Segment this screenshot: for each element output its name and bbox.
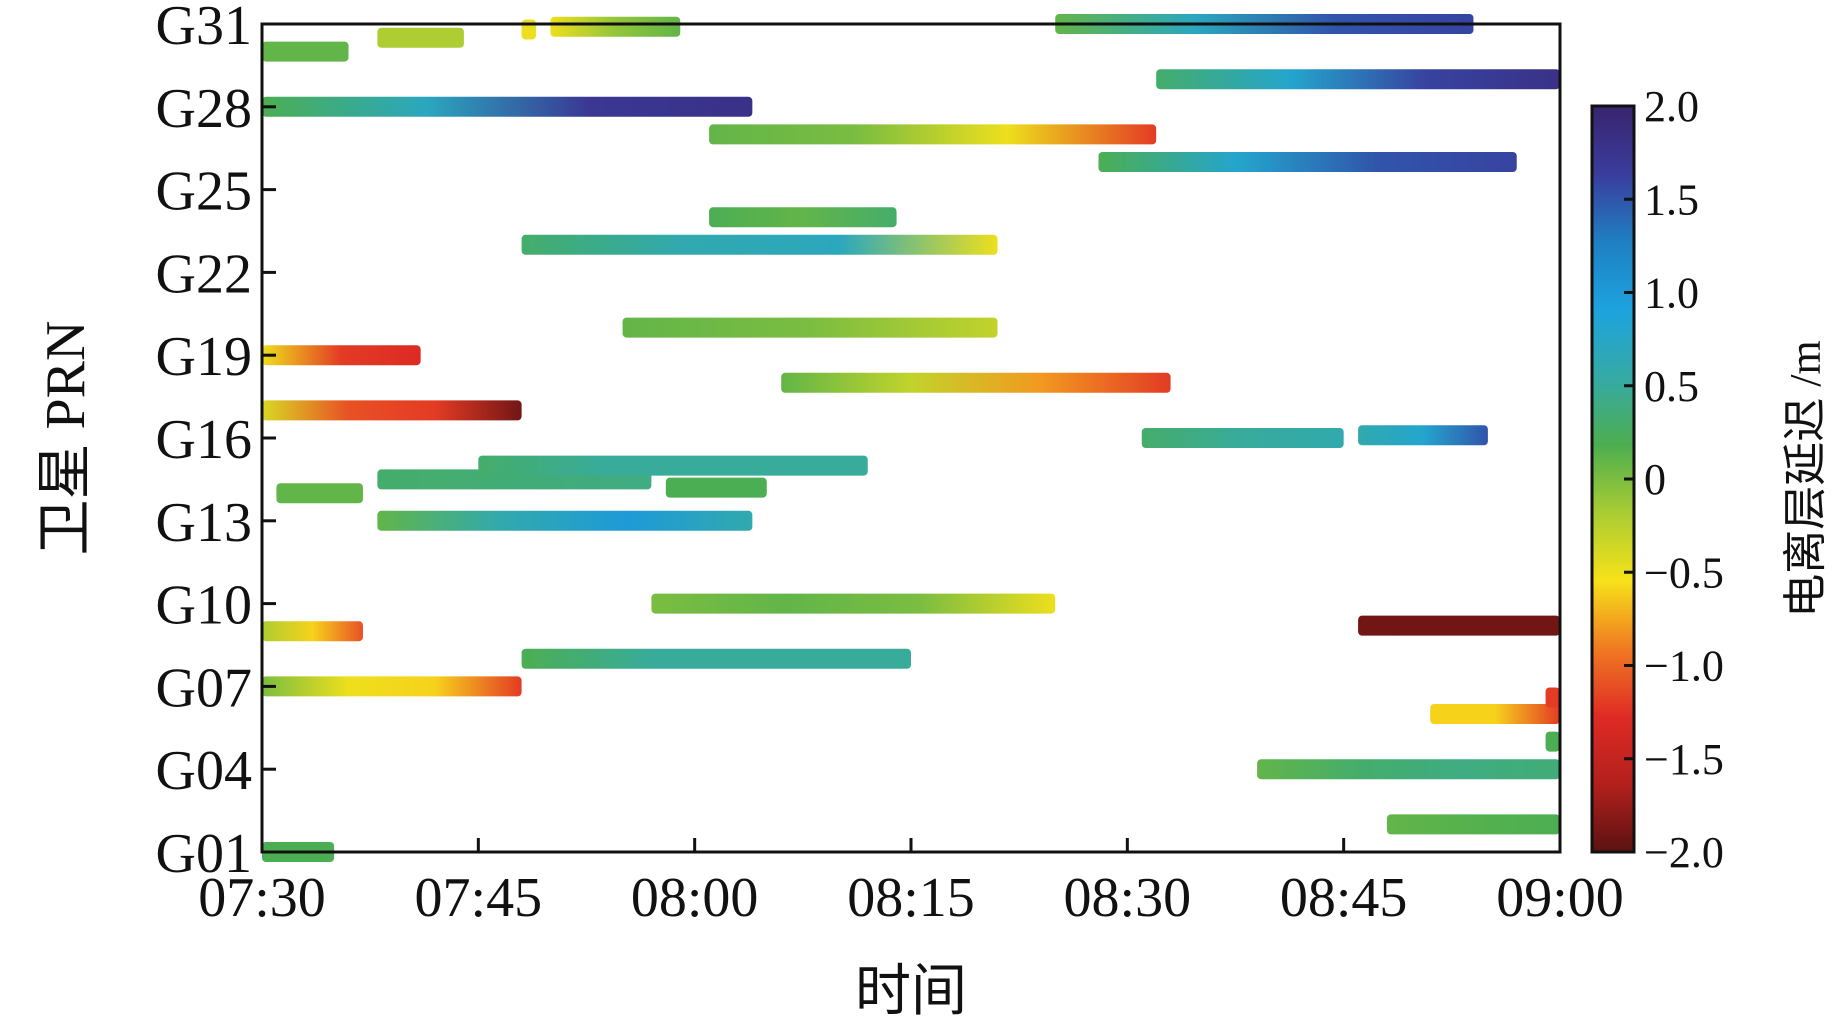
satellite-bar [1358,425,1488,446]
satellite-bar [262,621,363,642]
satellite-bar [276,483,363,504]
satellite-bar [262,41,349,62]
satellite-bar [550,16,681,37]
colorbar-tick-label: −2.0 [1644,828,1724,877]
y-tick-label: G16 [156,409,252,471]
colorbar-tick-label: 1.5 [1644,175,1699,224]
satellite-bars [262,14,1560,862]
x-tick-label: 07:30 [198,867,326,929]
satellite-bar [665,477,767,498]
x-tick-label: 07:45 [415,867,543,929]
y-tick-label: G31 [156,0,252,57]
colorbar-tick-label: −1.0 [1644,642,1724,691]
y-axis-ticks: G01 G04 G07 G10 G13 G16 G19 G22 G25 G28 G31 [156,0,276,885]
satellite-bar [651,593,1056,614]
y-tick-label: G07 [156,657,252,719]
satellite-bar [521,234,998,255]
colorbar-tick-label: 0 [1644,455,1666,504]
x-tick-label: 08:45 [1280,867,1408,929]
colorbar-tick-label: −1.5 [1644,735,1724,784]
satellite-bar [1098,152,1517,172]
y-axis-title: 卫星 PRN [35,321,97,556]
satellite-bar [709,207,897,228]
satellite-bar [521,648,911,669]
satellite-bar [1141,428,1344,448]
satellite-bar [262,400,522,421]
satellite-bar [622,317,998,338]
satellite-bar [262,96,753,117]
x-axis-title: 时间 [855,961,967,1016]
y-tick-label: G19 [156,326,252,388]
colorbar-title: 电离层延迟 /m [1781,340,1830,617]
satellite-bar [1257,759,1560,780]
colorbar-tick-label: 0.5 [1644,362,1699,411]
x-tick-label: 08:15 [847,867,975,929]
y-tick-label: G25 [156,161,252,223]
satellite-bar [1545,687,1560,708]
colorbar-tick-label: 2.0 [1644,82,1699,131]
y-tick-label: G04 [156,740,252,802]
satellite-bar [1430,704,1560,724]
colorbar-ticks: 2.0 1.5 1.0 0.5 0 −0.5 −1.0 −1.5 −2.0 [1624,82,1724,877]
satellite-bar [709,124,1157,145]
x-tick-label: 08:30 [1064,867,1192,929]
y-tick-label: G01 [156,823,252,885]
satellite-bar [262,676,522,697]
satellite-bar [1156,69,1560,90]
x-axis-ticks: 07:30 07:45 08:00 08:15 08:30 08:45 09:00 [198,838,1624,929]
satellite-bar [1386,814,1560,835]
satellite-bar [377,510,753,531]
satellite-bar [1358,615,1560,636]
satellite-bar [781,372,1171,393]
x-tick-label: 09:00 [1496,867,1624,929]
satellite-bar [262,345,421,366]
y-tick-label: G28 [156,78,252,140]
satellite-bar [377,27,464,48]
y-tick-label: G10 [156,575,252,637]
x-tick-label: 08:00 [631,867,759,929]
satellite-bar [478,455,868,476]
y-tick-label: G22 [156,243,252,305]
colorbar-tick-label: 1.0 [1644,269,1699,318]
colorbar-tick-label: −0.5 [1644,548,1724,597]
y-tick-label: G13 [156,492,252,554]
satellite-bar [1545,731,1560,752]
